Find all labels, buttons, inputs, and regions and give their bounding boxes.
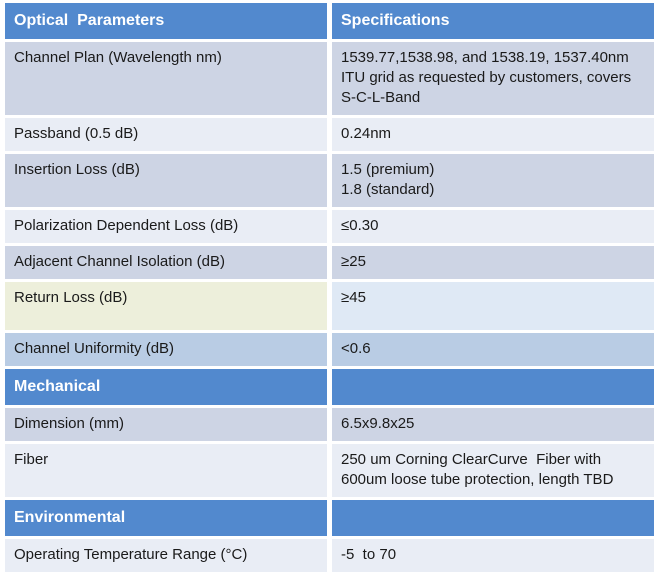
table-row-dimension-mm: Dimension (mm) 6.5x9.8x25 <box>5 407 654 441</box>
column-header-row: Optical Parameters Specifications <box>5 3 654 40</box>
parameter-cell: Return Loss (dB) <box>5 281 327 330</box>
section-row-mechanical: Mechanical <box>5 368 654 405</box>
parameter-cell: Channel Uniformity (dB) <box>5 332 327 366</box>
parameter-cell: Channel Plan (Wavelength nm) <box>5 42 327 116</box>
section-spacer-cell <box>332 368 654 405</box>
specification-cell: 0.24nm <box>332 118 654 152</box>
section-title: Mechanical <box>5 368 327 405</box>
table-row-channel-uniformity-db: Channel Uniformity (dB) <0.6 <box>5 332 654 366</box>
specification-cell: 250 um Corning ClearCurve Fiber with 600… <box>332 443 654 497</box>
section-spacer-cell <box>332 499 654 536</box>
section-row-environmental: Environmental <box>5 499 654 536</box>
column-header-specifications: Specifications <box>332 3 654 40</box>
table-row-adjacent-channel-isolation-db: Adjacent Channel Isolation (dB) ≥25 <box>5 245 654 279</box>
specification-cell: 1539.77,1538.98, and 1538.19, 1537.40nm … <box>332 42 654 116</box>
parameter-cell: Insertion Loss (dB) <box>5 154 327 207</box>
parameter-cell: Passband (0.5 dB) <box>5 118 327 152</box>
table-row-channel-plan-wavelength-nm: Channel Plan (Wavelength nm) 1539.77,1538… <box>5 42 654 116</box>
table-row-passband-0-5-db: Passband (0.5 dB) 0.24nm <box>5 118 654 152</box>
column-header-parameters: Optical Parameters <box>5 3 327 40</box>
parameter-cell: Fiber <box>5 443 327 497</box>
specification-cell: 1.5 (premium) 1.8 (standard) <box>332 154 654 207</box>
specification-cell: -5 to 70 <box>332 538 654 572</box>
specification-cell: 6.5x9.8x25 <box>332 407 654 441</box>
table-row-polarization-dependent-loss-db: Polarization Dependent Loss (dB) ≤0.30 <box>5 209 654 243</box>
specification-cell: <0.6 <box>332 332 654 366</box>
spec-table-body: Optical Parameters Specifications Channel … <box>5 3 654 575</box>
parameter-cell: Operating Temperature Range (°C) <box>5 538 327 572</box>
parameter-cell: Polarization Dependent Loss (dB) <box>5 209 327 243</box>
table-row-return-loss-db: Return Loss (dB) ≥45 <box>5 281 654 330</box>
table-row-operating-temperature-range-c: Operating Temperature Range (°C) -5 to 70 <box>5 538 654 572</box>
section-title: Environmental <box>5 499 327 536</box>
parameter-cell: Dimension (mm) <box>5 407 327 441</box>
specification-cell: ≥25 <box>332 245 654 279</box>
specification-cell: ≤0.30 <box>332 209 654 243</box>
specification-cell: ≥45 <box>332 281 654 330</box>
table-row-fiber: Fiber 250 um Corning ClearCurve Fiber wit… <box>5 443 654 497</box>
parameter-cell: Adjacent Channel Isolation (dB) <box>5 245 327 279</box>
table-row-insertion-loss-db: Insertion Loss (dB) 1.5 (premium) 1.8 (st… <box>5 154 654 207</box>
